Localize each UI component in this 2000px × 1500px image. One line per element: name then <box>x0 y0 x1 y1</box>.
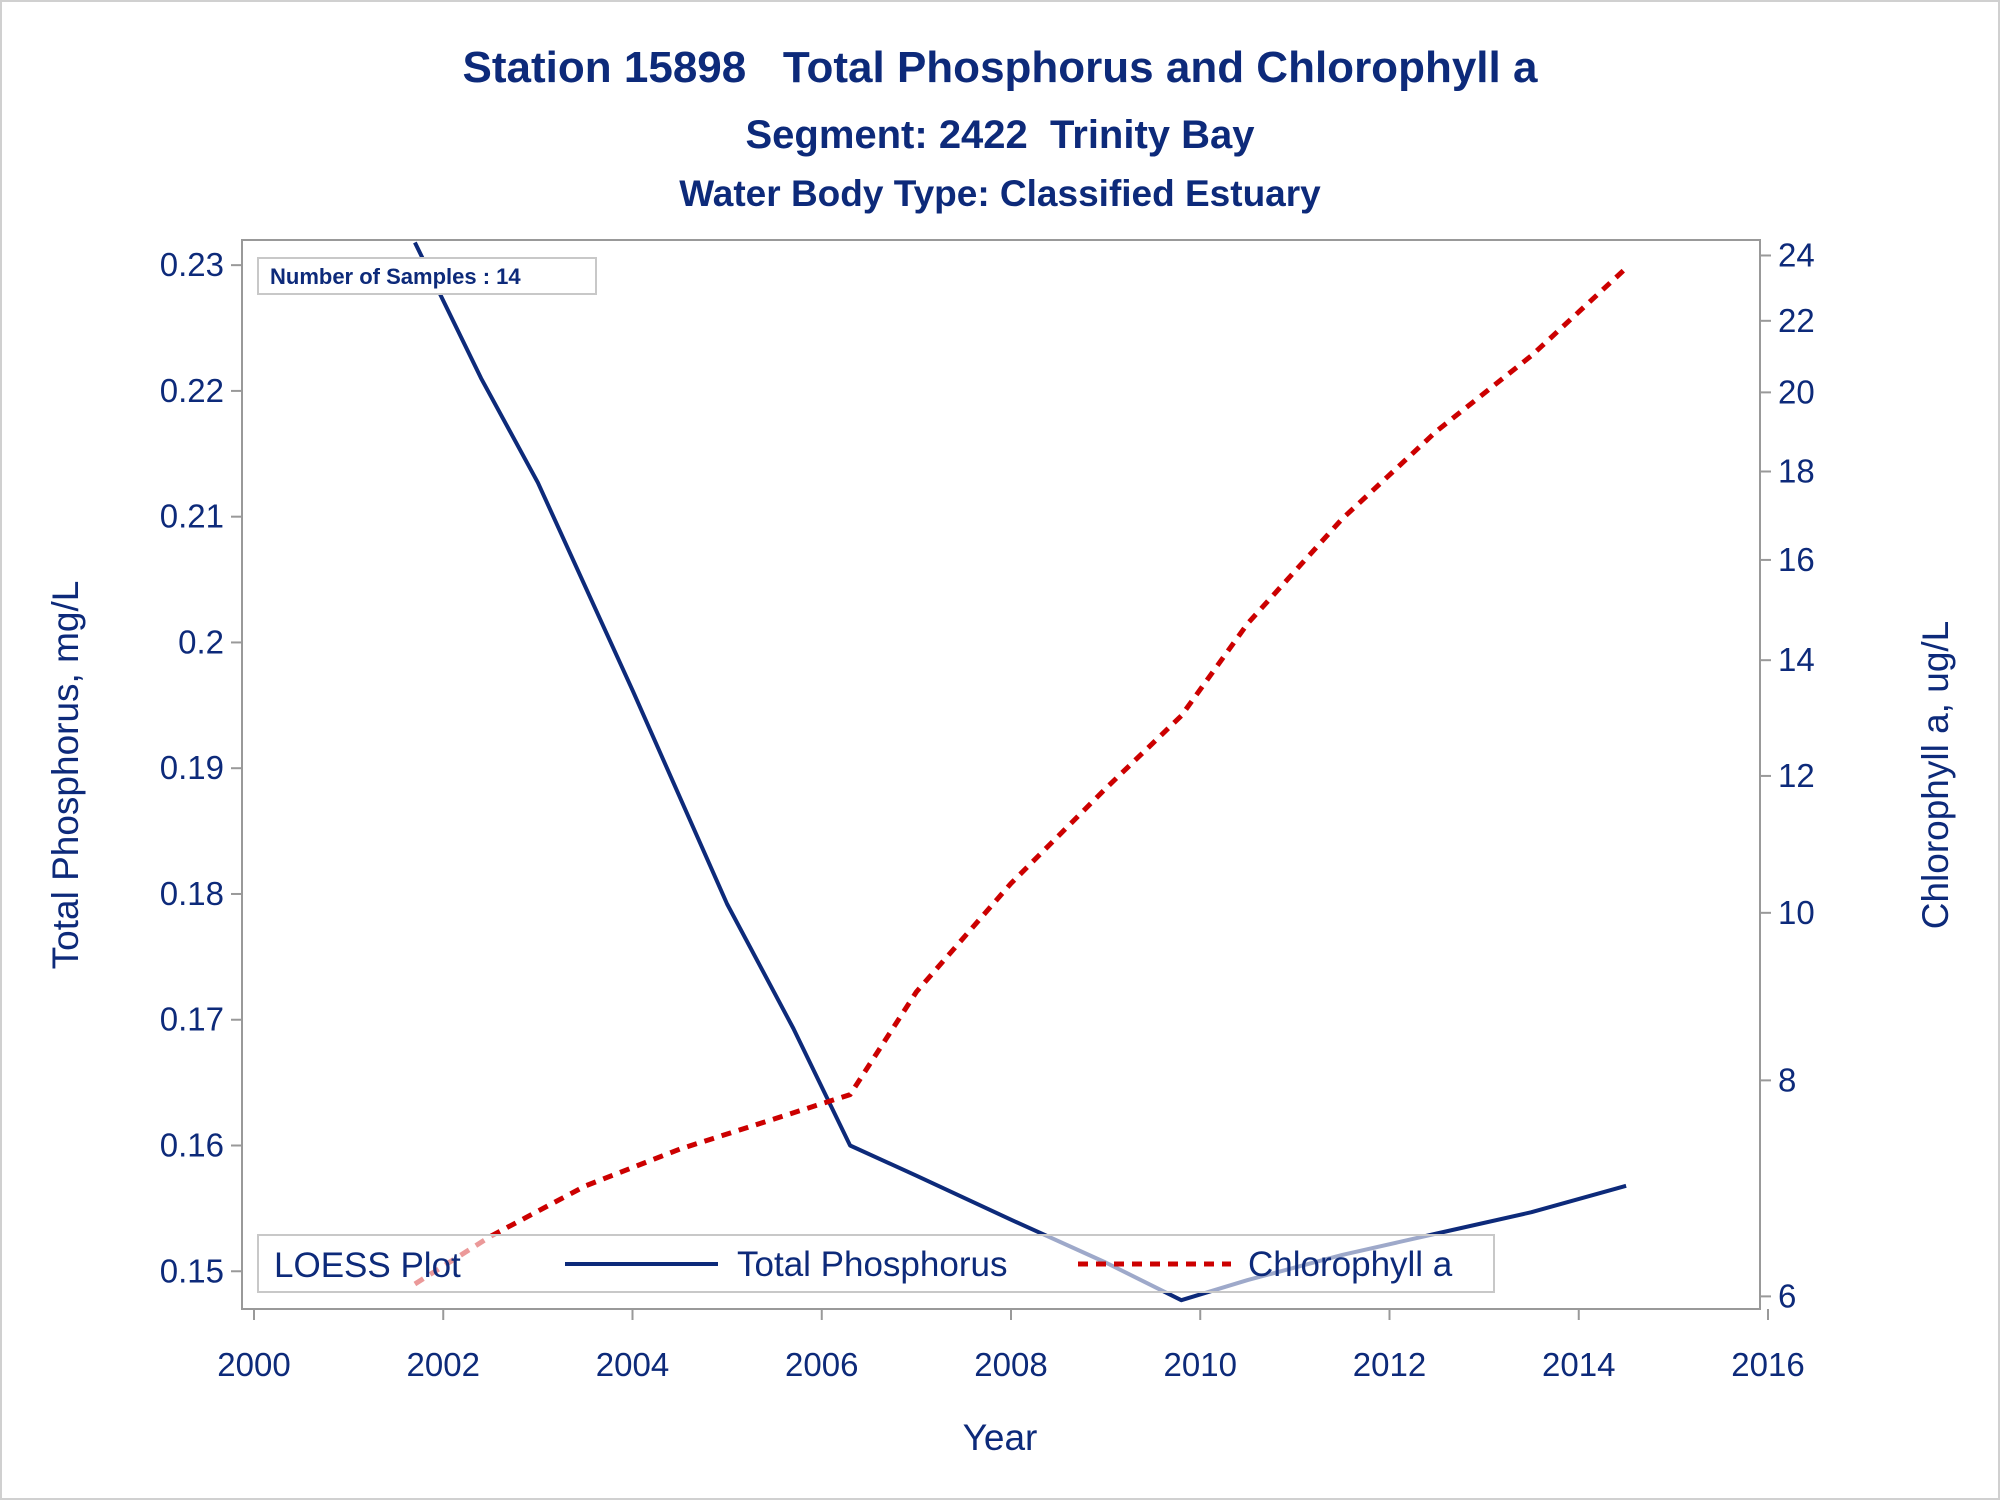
x-tick-label: 2012 <box>1353 1346 1426 1383</box>
chart-subtitle-waterbody: Water Body Type: Classified Estuary <box>679 173 1321 214</box>
y-tick-label: 0.23 <box>160 246 224 283</box>
y-tick-label: 0.17 <box>160 1001 224 1038</box>
y2-tick-label: 20 <box>1778 373 1815 410</box>
series-line-total-phosphorus <box>413 241 1627 1303</box>
y2-tick-label: 6 <box>1778 1277 1796 1314</box>
x-tick-label: 2008 <box>974 1346 1047 1383</box>
y-tick-label: 0.19 <box>160 749 224 786</box>
chart-title: Station 15898 Total Phosphorus and Chlor… <box>463 43 1538 92</box>
sample-count-box <box>257 257 597 295</box>
x-tick-label: 2014 <box>1542 1346 1615 1383</box>
x-tick-label: 2006 <box>785 1346 858 1383</box>
y2-tick-label: 18 <box>1778 452 1815 489</box>
y-tick-label: 0.21 <box>160 498 224 535</box>
y2-tick-label: 24 <box>1778 236 1815 273</box>
legend-item-phosphorus: Total Phosphorus <box>737 1245 1007 1284</box>
y2-tick-label: 14 <box>1778 641 1815 678</box>
y-tick-label: 0.16 <box>160 1127 224 1164</box>
y2-tick-label: 16 <box>1778 541 1815 578</box>
x-tick-label: 2016 <box>1731 1346 1804 1383</box>
legend-title: LOESS Plot <box>274 1246 461 1285</box>
series-layer <box>413 241 1628 1303</box>
y-axis-right-label: Chlorophyll a, ug/L <box>1915 621 1956 930</box>
y-tick-label: 0.2 <box>178 623 224 660</box>
y2-tick-label: 10 <box>1778 894 1815 931</box>
y-axis-left-label: Total Phosphorus, mg/L <box>45 581 86 970</box>
y2-tick-label: 22 <box>1778 302 1815 339</box>
sample-count-label: Number of Samples : 14 <box>270 264 521 289</box>
legend: LOESS Plot Total Phosphorus Chlorophyll … <box>257 1234 1495 1293</box>
plot-area <box>241 239 1761 1310</box>
y-axis-left: 0.15 0.16 0.17 0.18 0.19 0.2 0.21 0.22 0.23 <box>160 246 242 1289</box>
y-tick-label: 0.15 <box>160 1252 224 1289</box>
x-tick-label: 2000 <box>217 1346 290 1383</box>
x-tick-label: 2010 <box>1164 1346 1237 1383</box>
x-axis: 2000 2002 2004 2006 2008 2010 2012 2014 2016 <box>217 1309 1805 1383</box>
x-tick-label: 2002 <box>407 1346 480 1383</box>
y-axis-right: 6 8 10 12 14 16 18 20 22 24 <box>1760 236 1815 1314</box>
y2-tick-label: 12 <box>1778 757 1815 794</box>
chart-subtitle-segment: Segment: 2422 Trinity Bay <box>745 113 1255 157</box>
legend-box <box>257 1234 1495 1293</box>
y2-tick-label: 8 <box>1778 1061 1796 1098</box>
y-tick-label: 0.18 <box>160 875 224 912</box>
series-line-chlorophyll-a <box>413 266 1628 1287</box>
legend-item-chlorophyll: Chlorophyll a <box>1248 1245 1453 1284</box>
y-tick-label: 0.22 <box>160 372 224 409</box>
x-tick-label: 2004 <box>596 1346 669 1383</box>
x-axis-label: Year <box>963 1417 1038 1458</box>
